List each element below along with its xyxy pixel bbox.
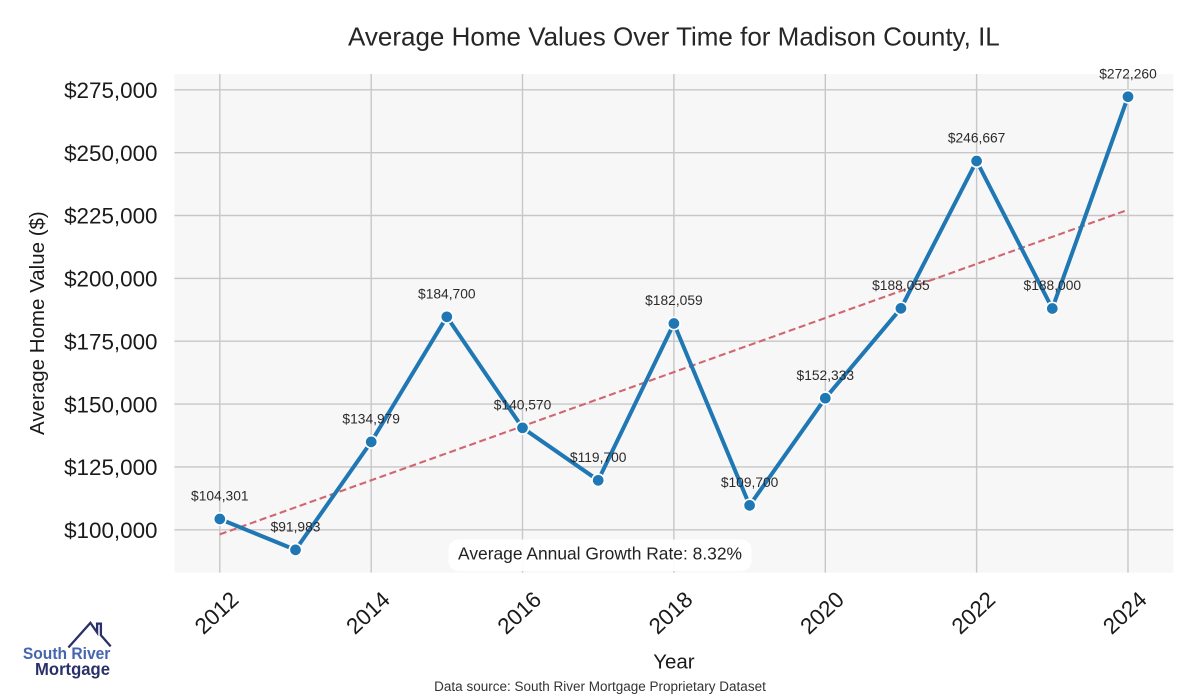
svg-text:$104,301: $104,301 [191, 489, 249, 504]
svg-text:$134,979: $134,979 [342, 412, 400, 427]
svg-text:$175,000: $175,000 [64, 329, 157, 354]
svg-text:Year: Year [653, 651, 695, 674]
svg-text:$100,000: $100,000 [64, 518, 157, 543]
svg-text:$184,700: $184,700 [418, 287, 476, 302]
svg-text:Mortgage: Mortgage [35, 659, 110, 679]
svg-text:$119,700: $119,700 [570, 450, 627, 465]
svg-text:$188,000: $188,000 [1024, 278, 1082, 293]
svg-text:$152,333: $152,333 [797, 368, 855, 383]
svg-text:$150,000: $150,000 [64, 392, 157, 417]
svg-text:$250,000: $250,000 [64, 141, 157, 166]
svg-text:Average Home Value ($): Average Home Value ($) [26, 211, 49, 435]
svg-text:$200,000: $200,000 [64, 267, 157, 292]
svg-text:$125,000: $125,000 [64, 455, 157, 480]
svg-text:Average Annual Growth Rate: 8.: Average Annual Growth Rate: 8.32% [458, 544, 742, 564]
svg-text:South River: South River [23, 644, 111, 663]
svg-text:$109,700: $109,700 [721, 475, 779, 490]
svg-text:$140,570: $140,570 [494, 398, 552, 413]
svg-text:$275,000: $275,000 [64, 78, 157, 103]
svg-text:$91,983: $91,983 [271, 520, 321, 535]
svg-text:$225,000: $225,000 [64, 204, 157, 229]
svg-text:$246,667: $246,667 [948, 131, 1006, 146]
svg-text:Data source: South River Mortg: Data source: South River Mortgage Propri… [434, 679, 766, 694]
svg-text:$182,059: $182,059 [645, 293, 703, 308]
svg-text:$188,055: $188,055 [872, 278, 930, 293]
svg-text:Average Home Values Over Time: Average Home Values Over Time for Madiso… [348, 22, 1000, 52]
svg-text:$272,260: $272,260 [1099, 66, 1157, 81]
